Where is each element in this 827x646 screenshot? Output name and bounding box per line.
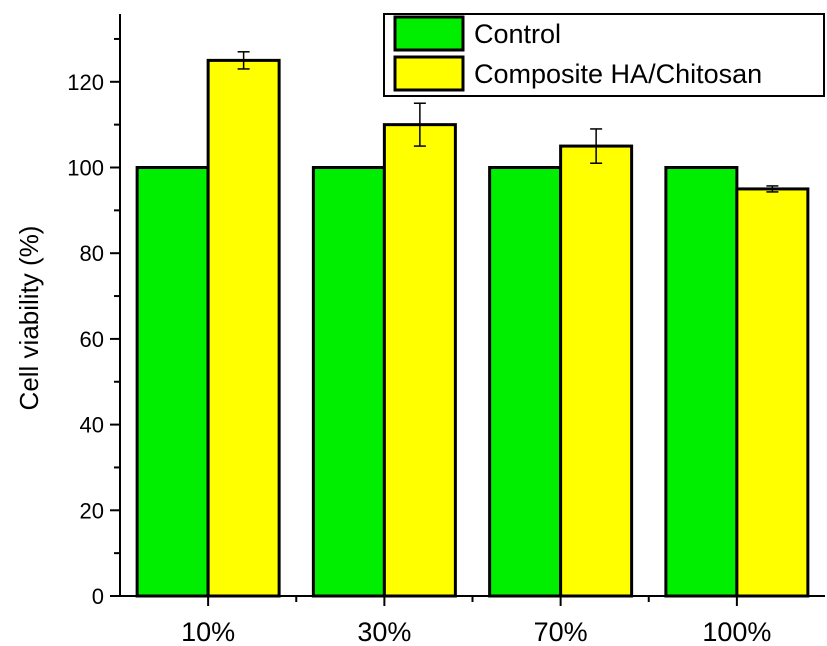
y-axis-title: Cell viability (%) xyxy=(14,226,44,411)
legend-label-composite: Composite HA/Chitosan xyxy=(474,59,762,89)
x-tick-label-3: 100% xyxy=(702,617,771,646)
y-tick-label-80: 80 xyxy=(80,241,104,266)
x-tick-label-2: 70% xyxy=(534,617,588,646)
bar-control-0 xyxy=(135,166,210,598)
legend-swatch-composite xyxy=(393,55,465,92)
y-tick-label-60: 60 xyxy=(80,327,104,352)
y-tick-label-0: 0 xyxy=(92,584,104,609)
bar-composite-1 xyxy=(382,123,457,598)
y-ticks: 0 20 40 60 80 100 120 xyxy=(67,37,120,609)
y-tick-label-120: 120 xyxy=(67,70,104,95)
y-tick-label-20: 20 xyxy=(80,498,104,523)
y-tick-label-100: 100 xyxy=(67,156,104,181)
legend-swatch-control xyxy=(393,15,465,52)
bar-control-2 xyxy=(488,166,563,598)
y-tick-label-40: 40 xyxy=(80,413,104,438)
bar-control-3 xyxy=(664,166,739,598)
legend: Control Composite HA/Chitosan xyxy=(383,13,825,97)
x-tick-labels: 10% 30% 70% 100% xyxy=(181,596,771,646)
bars-layer xyxy=(135,51,810,598)
bar-composite-0 xyxy=(206,58,281,598)
bar-composite-2 xyxy=(559,144,634,598)
x-tick-label-0: 10% xyxy=(181,617,235,646)
bar-composite-3 xyxy=(735,187,810,598)
bar-control-1 xyxy=(311,166,386,598)
legend-label-control: Control xyxy=(474,19,561,49)
x-tick-label-1: 30% xyxy=(357,617,411,646)
